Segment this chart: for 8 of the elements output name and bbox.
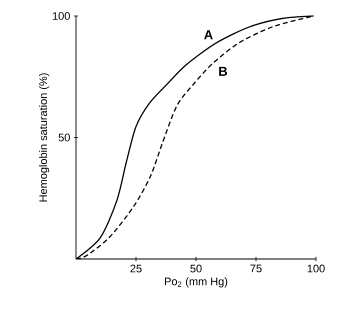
x-axis-title: Po$_{2}$ (mm Hg) [164,277,228,288]
y-axis-title: Hemoglobin saturation (%) [39,73,50,202]
series-label: A [204,30,213,40]
x-tick-label: 100 [308,264,325,272]
x-tick-label: 25 [130,264,142,272]
x-tick-label: 75 [250,264,262,272]
x-tick-label: 50 [190,264,202,272]
series-label: B [219,66,228,76]
